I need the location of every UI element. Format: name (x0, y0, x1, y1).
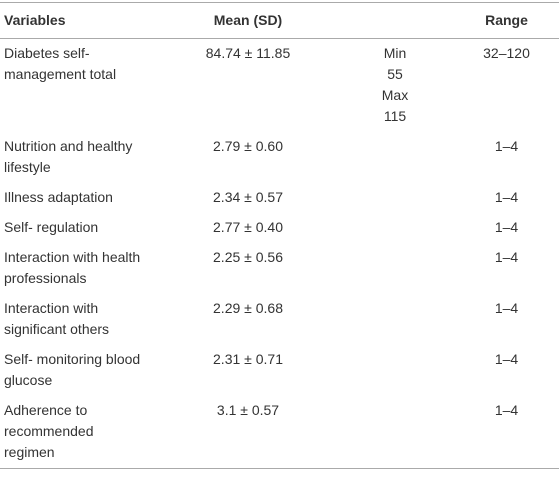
range-cell: 1–4 (494, 189, 519, 205)
variable-text: Nutrition and healthy lifestyle (4, 138, 133, 175)
variable-text: Interaction with significant others (4, 300, 110, 337)
mean-cell: 2.34 ± 0.57 (213, 189, 283, 205)
variable-cell: Adherence to recommended regimen (0, 396, 160, 469)
mean-cell: 2.79 ± 0.60 (213, 138, 283, 154)
range-cell: 1–4 (454, 396, 559, 469)
table-row: Self- monitoring blood glucose 2.31 ± 0.7… (0, 345, 559, 396)
range-cell: 1–4 (494, 249, 519, 265)
variable-cell: Self- monitoring blood glucose (0, 345, 160, 396)
table-header: Variables Mean (SD) Range (0, 2, 559, 39)
header-cell: Mean (SD) (160, 2, 336, 39)
variable-text: Self- regulation (4, 219, 99, 235)
variable-cell: Self- regulation (0, 213, 160, 243)
variable-cell: Diabetes self-management total (0, 39, 160, 133)
range-cell: 1–4 (494, 219, 519, 235)
extra-cell (336, 294, 454, 345)
header-cell: Variables (0, 2, 160, 39)
range-cell: 1–4 (494, 300, 519, 316)
extra-cell (336, 183, 454, 213)
stats-table: Variables Mean (SD) Range Diabetes self-… (0, 2, 559, 469)
range-cell: 1–4 (494, 351, 519, 367)
extra-line: Min (383, 45, 407, 61)
header-cell: Range (454, 2, 559, 39)
table-row: Illness adaptation 2.34 ± 0.57 1–4 (0, 183, 559, 213)
table-body: Diabetes self-management total 84.74 ± 11… (0, 39, 559, 469)
extra-cell (336, 396, 454, 469)
variable-cell: Illness adaptation (0, 183, 160, 213)
range-cell: 32–120 (483, 45, 530, 61)
table-row: Nutrition and healthy lifestyle 2.79 ± 0.… (0, 132, 559, 183)
variable-cell: Interaction with health professionals (0, 243, 160, 294)
variable-text: Illness adaptation (4, 189, 113, 205)
mean-cell: 3.1 ± 0.57 (160, 396, 336, 469)
variable-text: Interaction with health professionals (4, 249, 141, 286)
table-row: Interaction with health professionals 2.2… (0, 243, 559, 294)
header-row: Variables Mean (SD) Range (0, 2, 559, 39)
extra-cell (336, 243, 454, 294)
extra-cell (336, 345, 454, 396)
mean-cell: 2.29 ± 0.68 (213, 300, 283, 316)
mean-cell: 2.25 ± 0.56 (213, 249, 283, 265)
extra-cell (336, 132, 454, 183)
header-cell (336, 2, 454, 39)
mean-cell: 2.31 ± 0.71 (213, 351, 283, 367)
variable-cell: Nutrition and healthy lifestyle (0, 132, 160, 183)
extra-cell (336, 213, 454, 243)
extra-line: 55 (387, 66, 403, 82)
mean-cell: 84.74 ± 11.85 (205, 45, 291, 61)
extra-line: 115 (383, 108, 407, 124)
extra-cell: Min 55 Max 115 (336, 39, 454, 133)
mean-cell: 2.77 ± 0.40 (213, 219, 283, 235)
table-row: Adherence to recommended regimen 3.1 ± 0.… (0, 396, 559, 469)
variable-cell: Interaction with significant others (0, 294, 160, 345)
table-row: Diabetes self-management total 84.74 ± 11… (0, 39, 559, 133)
table-row: Interaction with significant others 2.29 … (0, 294, 559, 345)
variable-text: Diabetes self-management total (4, 45, 117, 82)
extra-line: Max (381, 87, 409, 103)
range-cell: 1–4 (494, 138, 519, 154)
variable-text: Self- monitoring blood glucose (4, 351, 141, 388)
variable-text: Adherence to recommended regimen (4, 402, 94, 460)
table-row: Self- regulation 2.77 ± 0.40 1–4 (0, 213, 559, 243)
